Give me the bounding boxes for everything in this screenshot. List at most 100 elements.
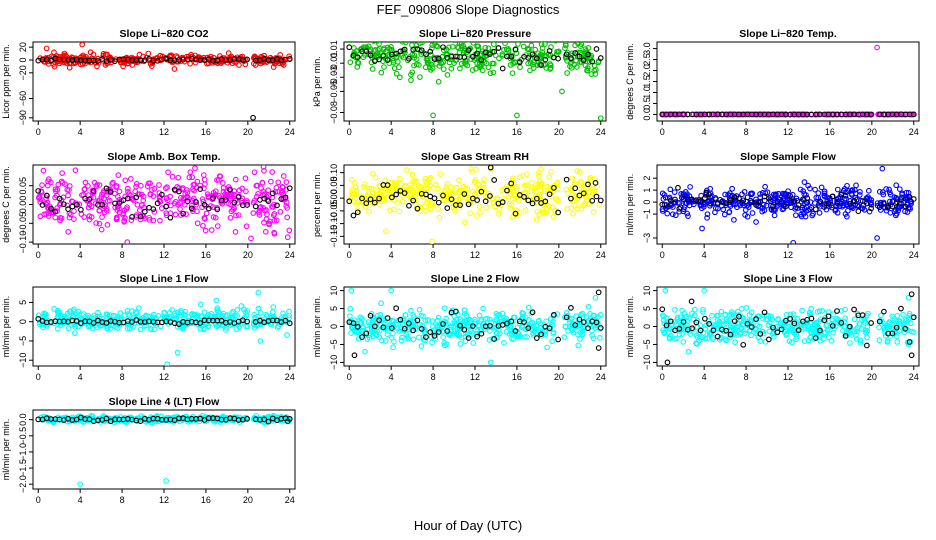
daily-point <box>116 200 123 206</box>
slope-point <box>378 300 385 307</box>
slope-point <box>86 216 93 223</box>
slope-point <box>242 175 249 182</box>
slope-point <box>427 182 433 189</box>
slope-point <box>547 316 554 322</box>
slope-point <box>140 197 147 204</box>
slope-point <box>792 212 799 219</box>
slope-point <box>260 56 267 63</box>
slope-point <box>396 64 402 71</box>
daily-point <box>702 315 708 322</box>
slope-point <box>904 209 911 215</box>
slope-point <box>441 305 448 312</box>
slope-point <box>227 214 234 221</box>
daily-point <box>525 55 532 61</box>
slope-point <box>782 191 789 197</box>
slope-point <box>66 183 73 189</box>
slope-point <box>120 210 127 217</box>
x-tick-label: 8 <box>120 127 125 137</box>
slope-point <box>816 209 823 216</box>
y-axis-label: degrees C per min. <box>1 166 11 243</box>
slope-point <box>788 327 795 334</box>
daily-point <box>99 56 106 62</box>
slope-point <box>578 311 585 318</box>
slope-point <box>115 172 122 178</box>
slope-point <box>771 333 777 340</box>
slope-point <box>82 179 89 186</box>
slope-point <box>286 308 292 315</box>
slope-point <box>486 200 493 207</box>
slope-point <box>362 204 369 210</box>
slope-point <box>580 202 586 209</box>
slope-point <box>284 205 290 211</box>
slope-point <box>138 182 144 189</box>
slope-point <box>528 310 535 317</box>
slope-point <box>458 334 465 341</box>
daily-point <box>504 320 510 327</box>
slope-point <box>417 74 423 80</box>
outlier-point <box>597 115 604 121</box>
daily-point <box>667 318 674 325</box>
slope-point <box>167 193 174 200</box>
slope-point <box>876 324 882 331</box>
y-tick-label: 0.01 <box>329 40 339 58</box>
slope-point <box>418 204 424 211</box>
slope-point <box>834 186 841 193</box>
daily-point <box>282 194 289 201</box>
slope-point <box>251 325 258 331</box>
slope-point <box>202 227 209 234</box>
slope-point <box>568 65 575 71</box>
slope-point <box>147 180 153 187</box>
slope-point <box>453 184 460 191</box>
daily-point <box>576 192 583 199</box>
slope-point <box>817 316 824 323</box>
daily-point <box>576 53 583 60</box>
slope-point <box>659 312 666 318</box>
slope-point <box>189 174 196 181</box>
chart-panel: Slope Amb. Box Temp.degrees C per min.0 4… <box>1 151 296 260</box>
x-tick-label: 20 <box>243 250 253 260</box>
figure-x-axis-label: Hour of Day (UTC) <box>414 518 522 533</box>
daily-point <box>663 322 670 329</box>
data-points <box>659 44 917 118</box>
x-tick-label: 8 <box>431 250 436 260</box>
slope-point <box>378 188 385 194</box>
daily-point <box>516 59 523 66</box>
x-tick-label: 8 <box>744 372 749 382</box>
slope-point <box>359 46 365 52</box>
slope-point <box>878 312 884 319</box>
slope-point <box>729 309 735 315</box>
slope-point <box>545 183 551 190</box>
daily-point <box>572 322 579 328</box>
outlier-point <box>592 179 599 186</box>
slope-point <box>416 306 423 313</box>
data-points <box>659 165 917 244</box>
x-tick-label: 16 <box>201 127 211 137</box>
slope-point <box>96 207 103 214</box>
slope-point <box>456 177 462 184</box>
y-tick-label: −0.10 <box>329 212 339 235</box>
slope-point <box>448 42 453 43</box>
slope-point <box>745 204 752 211</box>
daily-point <box>286 320 293 327</box>
daily-point <box>563 314 570 321</box>
slope-point <box>672 212 679 219</box>
slope-point <box>698 336 705 342</box>
slope-point <box>187 417 194 423</box>
slope-point <box>893 333 900 340</box>
daily-point <box>533 55 540 62</box>
daily-point <box>906 339 913 345</box>
slope-point <box>443 315 449 322</box>
chart-panel: Slope Li−820 Temp.degrees C per min.0 4 8 1… <box>625 28 920 137</box>
outlier-point <box>592 294 599 301</box>
data-points <box>35 165 293 244</box>
daily-point <box>176 188 182 195</box>
slope-point <box>728 312 734 318</box>
slope-point <box>687 184 693 190</box>
slope-point <box>361 31 366 36</box>
y-tick-label: −5 <box>329 339 339 349</box>
slope-point <box>771 330 777 337</box>
slope-point <box>567 324 574 330</box>
daily-point <box>778 326 785 333</box>
y-axis-label: percent per min. <box>312 172 322 237</box>
